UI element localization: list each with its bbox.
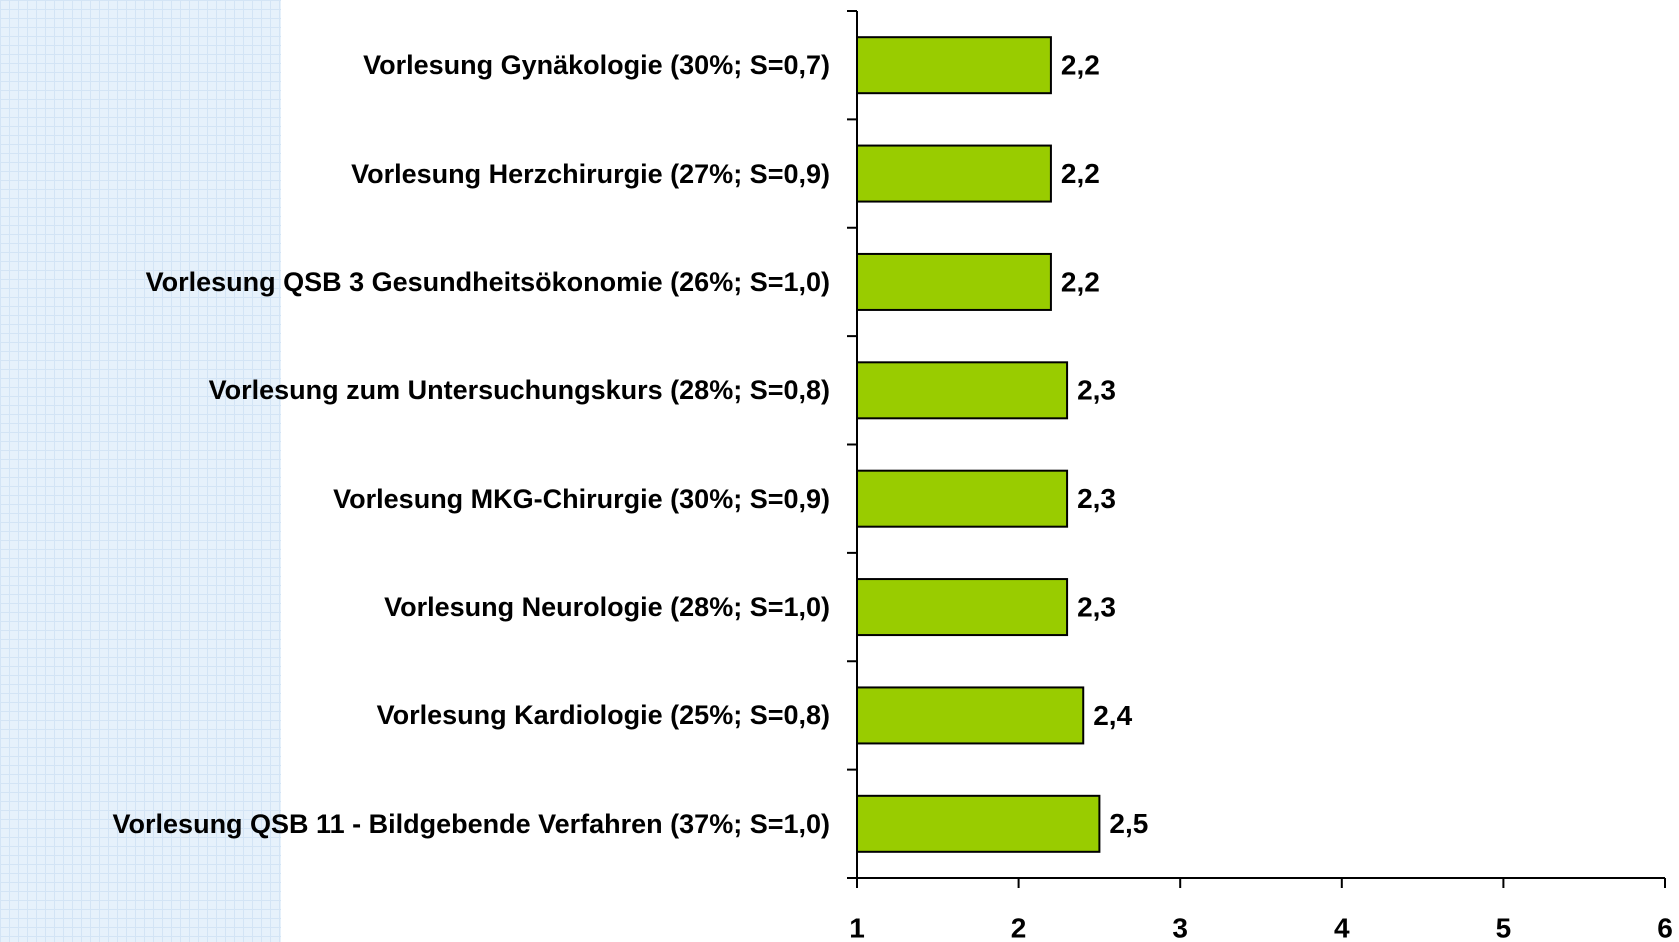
x-tick-label: 6 bbox=[1657, 912, 1673, 942]
x-tick-label: 4 bbox=[1334, 912, 1350, 942]
category-text: Vorlesung zum Untersuchungskurs (28%; S=… bbox=[208, 375, 830, 406]
bar bbox=[856, 144, 1052, 203]
bar bbox=[856, 578, 1069, 637]
x-tick-label: 2 bbox=[1011, 912, 1027, 942]
value-label: 2,3 bbox=[1077, 591, 1116, 622]
category-label: Vorlesung MKG-Chirurgie (30%; S=0,9) bbox=[0, 445, 830, 553]
value-label: 2,3 bbox=[1077, 375, 1116, 406]
x-tick-label: 5 bbox=[1496, 912, 1512, 942]
value-label: 2,4 bbox=[1093, 700, 1132, 731]
x-tick-label: 3 bbox=[1172, 912, 1188, 942]
bar bbox=[856, 36, 1052, 95]
value-label: 2,2 bbox=[1061, 266, 1100, 297]
category-label: Vorlesung Herzchirurgie (27%; S=0,9) bbox=[0, 119, 830, 227]
bar bbox=[856, 252, 1052, 311]
category-text: Vorlesung MKG-Chirurgie (30%; S=0,9) bbox=[333, 483, 830, 514]
category-text: Vorlesung Gynäkologie (30%; S=0,7) bbox=[363, 50, 830, 81]
category-label: Vorlesung Neurologie (28%; S=1,0) bbox=[0, 553, 830, 661]
category-text: Vorlesung QSB 11 - Bildgebende Verfahren… bbox=[112, 808, 830, 839]
background-grid bbox=[0, 0, 281, 942]
bar bbox=[856, 469, 1069, 528]
value-label: 2,2 bbox=[1061, 158, 1100, 189]
category-label: Vorlesung Kardiologie (25%; S=0,8) bbox=[0, 661, 830, 769]
x-tick-label: 1 bbox=[849, 912, 865, 942]
category-text: Vorlesung Neurologie (28%; S=1,0) bbox=[384, 592, 830, 623]
value-label: 2,2 bbox=[1061, 50, 1100, 81]
category-label: Vorlesung QSB 3 Gesundheitsökonomie (26%… bbox=[0, 228, 830, 336]
value-label: 2,5 bbox=[1109, 808, 1148, 839]
category-text: Vorlesung Herzchirurgie (27%; S=0,9) bbox=[351, 158, 830, 189]
bar bbox=[856, 361, 1069, 420]
category-label: Vorlesung zum Untersuchungskurs (28%; S=… bbox=[0, 336, 830, 444]
bar bbox=[856, 686, 1085, 745]
bar bbox=[856, 794, 1101, 853]
category-text: Vorlesung QSB 3 Gesundheitsökonomie (26%… bbox=[145, 266, 830, 297]
category-label: Vorlesung Gynäkologie (30%; S=0,7) bbox=[0, 11, 830, 119]
category-label: Vorlesung QSB 11 - Bildgebende Verfahren… bbox=[0, 770, 830, 878]
category-text: Vorlesung Kardiologie (25%; S=0,8) bbox=[376, 700, 830, 731]
value-label: 2,3 bbox=[1077, 483, 1116, 514]
